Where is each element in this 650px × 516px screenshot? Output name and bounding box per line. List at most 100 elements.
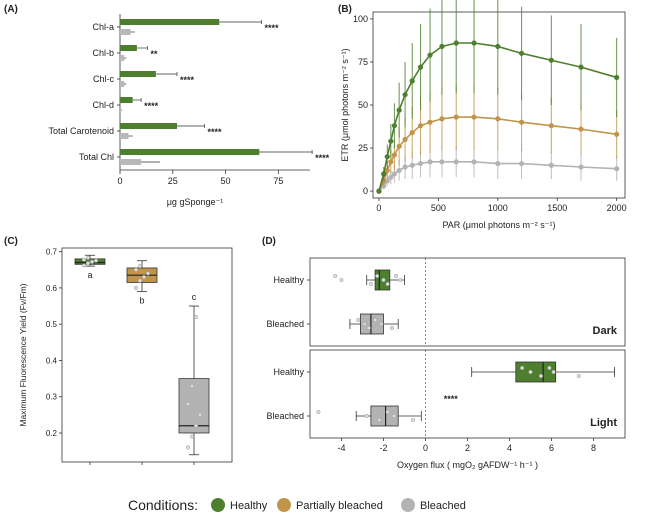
data-point bbox=[384, 167, 390, 174]
x-tick-label: 75 bbox=[273, 176, 283, 186]
x-axis-title: Oxygen flux ( mgO₂ gAFDW⁻¹ h⁻¹ ) bbox=[397, 460, 538, 470]
data-point bbox=[89, 259, 95, 264]
data-point bbox=[388, 138, 394, 144]
data-point bbox=[547, 365, 552, 371]
category-label: Chl-d bbox=[92, 100, 114, 110]
data-point bbox=[402, 92, 408, 98]
data-point bbox=[417, 64, 424, 70]
data-point bbox=[409, 78, 415, 84]
data-point bbox=[548, 57, 554, 63]
x-tick-label: 25 bbox=[168, 176, 178, 186]
data-point bbox=[409, 162, 415, 168]
group-letter: a bbox=[87, 270, 92, 280]
panel-label-d: (D) bbox=[262, 236, 276, 247]
legend-label: Bleached bbox=[420, 500, 466, 512]
data-point bbox=[381, 171, 387, 177]
data-point bbox=[578, 64, 584, 70]
data-point bbox=[185, 445, 191, 450]
y-axis-title: Maximum Fluorescence Yield (Fv/Fm) bbox=[18, 283, 28, 426]
significance-label: **** bbox=[444, 394, 459, 404]
row-label: Healthy bbox=[273, 367, 304, 377]
data-point bbox=[439, 43, 445, 50]
group-letter: c bbox=[192, 292, 197, 302]
panel-label-b: (B) bbox=[338, 4, 352, 15]
legend-swatch bbox=[401, 498, 415, 512]
plot-frame bbox=[61, 247, 233, 463]
panel-a: (A) 0 25 50 75 μg gSponge⁻¹ Chl-a **** Chl-b ** Ch… bbox=[4, 4, 330, 207]
data-point bbox=[578, 126, 584, 132]
data-point bbox=[385, 409, 390, 415]
series-healthy bbox=[376, 0, 620, 194]
data-point bbox=[471, 114, 477, 120]
data-point bbox=[427, 159, 433, 165]
x-tick-label: 1500 bbox=[547, 203, 567, 213]
significance-label: **** bbox=[180, 75, 195, 85]
data-point bbox=[316, 409, 321, 415]
y-tick-label: 0.4 bbox=[46, 356, 58, 365]
data-point bbox=[402, 136, 408, 143]
data-point bbox=[518, 160, 525, 167]
data-point bbox=[93, 258, 99, 263]
data-point bbox=[453, 159, 459, 165]
significance-label: **** bbox=[144, 101, 159, 111]
data-point bbox=[81, 263, 87, 268]
panel-label-c: (C) bbox=[4, 236, 18, 247]
panel-d: (D) Dark Healthy Bleached Light Healthy Bleach… bbox=[262, 236, 626, 470]
data-point bbox=[528, 369, 533, 375]
bar-healthy bbox=[120, 71, 156, 77]
x-axis-title: μg gSponge⁻¹ bbox=[167, 197, 223, 207]
legend-item: Healthy bbox=[211, 498, 268, 512]
panel-b: (B) 0 500 1000 1500 2000 0 25 50 75 100 PAR (μmol p… bbox=[338, 0, 627, 230]
facet-label: Light bbox=[590, 417, 617, 429]
x-tick-label: 8 bbox=[591, 443, 596, 453]
data-point bbox=[548, 162, 554, 168]
plot-frame bbox=[372, 11, 626, 199]
x-tick-label: 4 bbox=[507, 443, 512, 453]
data-point bbox=[520, 365, 525, 371]
data-point bbox=[381, 277, 386, 283]
data-point bbox=[368, 281, 373, 287]
row-label: Healthy bbox=[273, 275, 304, 285]
y-tick-label: 0.5 bbox=[46, 320, 58, 329]
box-healthy: Healthy bbox=[273, 361, 615, 383]
data-point bbox=[518, 50, 525, 56]
series-bleached bbox=[376, 146, 620, 194]
data-point bbox=[471, 159, 477, 165]
x-tick-label: -4 bbox=[337, 443, 345, 453]
data-point bbox=[614, 74, 620, 81]
data-point bbox=[538, 373, 544, 379]
data-point bbox=[453, 40, 459, 46]
data-point bbox=[551, 369, 556, 375]
data-point bbox=[389, 325, 394, 331]
data-point bbox=[391, 152, 397, 158]
y-tick-label: 0.3 bbox=[46, 393, 58, 402]
bar-bleached bbox=[120, 81, 125, 87]
box-partially-bleached: b bbox=[126, 260, 158, 465]
box-body bbox=[178, 378, 210, 434]
y-tick-label: 0.2 bbox=[46, 429, 58, 438]
facet-dark: Dark Healthy Bleached bbox=[266, 257, 626, 347]
group-letter: b bbox=[139, 296, 144, 306]
data-point bbox=[427, 52, 433, 58]
data-point bbox=[81, 257, 87, 262]
bar-healthy bbox=[120, 19, 220, 25]
category-label: Total Chl bbox=[79, 152, 114, 162]
data-point bbox=[375, 273, 380, 279]
x-tick-label: -2 bbox=[379, 443, 387, 453]
data-point bbox=[614, 166, 620, 172]
box-healthy: Healthy bbox=[273, 269, 405, 291]
bar-bleached bbox=[120, 159, 142, 165]
data-point bbox=[495, 160, 501, 167]
data-point bbox=[364, 413, 369, 419]
bar-healthy bbox=[120, 45, 137, 51]
data-point bbox=[133, 267, 139, 272]
data-point bbox=[385, 281, 390, 287]
legend-label: Healthy bbox=[230, 500, 268, 512]
data-point bbox=[189, 434, 195, 439]
data-point bbox=[548, 123, 554, 129]
x-tick-label: 50 bbox=[221, 176, 231, 186]
data-point bbox=[576, 373, 581, 379]
bar-healthy bbox=[120, 149, 260, 155]
data-point bbox=[427, 119, 433, 125]
data-point bbox=[376, 188, 382, 194]
